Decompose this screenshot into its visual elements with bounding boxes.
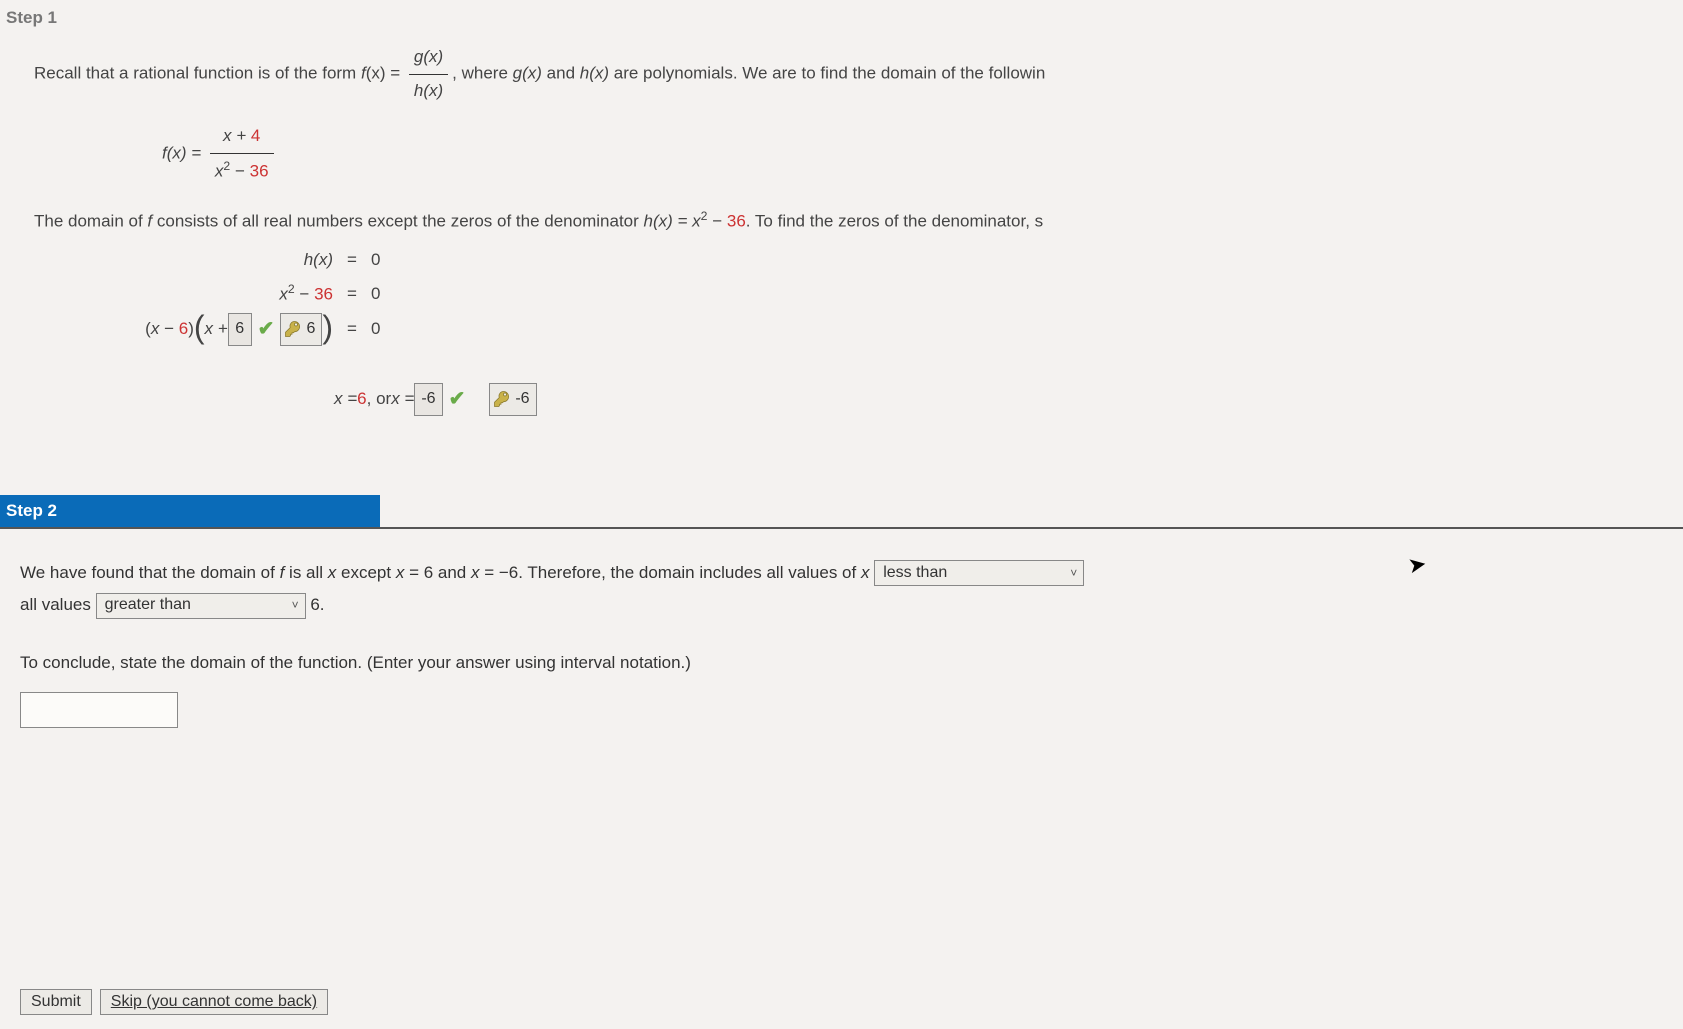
domain-hx: h(x) = x xyxy=(644,212,701,231)
domain-m36: − xyxy=(707,212,726,231)
fx-label: f(x) = xyxy=(162,144,206,163)
row2-eq: = xyxy=(339,279,365,310)
key-icon xyxy=(493,390,511,408)
fx-num: x + 4 xyxy=(210,121,274,154)
step2-rule xyxy=(0,527,1683,529)
frac-h: h(x) xyxy=(409,75,448,107)
solution-line: x = 6 , or x = -6 ✔ -6 xyxy=(334,381,1653,417)
frac-g: g(x) xyxy=(409,42,448,75)
key-answer-2-val: -6 xyxy=(515,385,529,414)
row3-r: 0 xyxy=(365,314,380,345)
row3-eq: = xyxy=(339,314,365,345)
step2-content: We have found that the domain of f is al… xyxy=(0,547,1683,759)
submit-button[interactable]: Submit xyxy=(20,989,92,1015)
l1-mid2: except xyxy=(336,563,396,582)
row2-l-exp: 2 xyxy=(288,282,295,296)
chevron-down-icon: ˅ xyxy=(1070,562,1077,585)
recall-gx: g(x) xyxy=(513,64,542,83)
domain-line: The domain of f consists of all real num… xyxy=(34,205,1653,237)
sol-or: , or xyxy=(367,384,392,415)
recall-and: and xyxy=(542,64,580,83)
interval-input[interactable] xyxy=(20,692,178,728)
domain-post: . To find the zeros of the denominator, … xyxy=(746,212,1043,231)
recall-post2: are polynomials. We are to find the doma… xyxy=(609,64,1045,83)
l1-eqm6: = −6. Therefore, the domain includes all… xyxy=(479,563,860,582)
fx-num-pre: x + xyxy=(223,126,251,145)
sol-pre: x = xyxy=(334,384,357,415)
row3-l: (x − 6) ( x + 6 ✔ 6 ) xyxy=(34,311,339,347)
answer-box-1[interactable]: 6 xyxy=(228,313,252,346)
sol-6: 6 xyxy=(357,384,366,415)
l1-mid1: is all xyxy=(284,563,327,582)
check-icon: ✔ xyxy=(449,381,466,417)
recall-frac: g(x) h(x) xyxy=(409,42,448,106)
domain-36: 36 xyxy=(727,212,746,231)
row2-r: 0 xyxy=(365,279,380,310)
recall-post1: , where xyxy=(452,64,512,83)
row1-eq: = xyxy=(339,245,365,276)
row2-l-pre: x xyxy=(279,285,288,304)
l1-pre: We have found that the domain of xyxy=(20,563,280,582)
check-icon: ✔ xyxy=(258,311,275,347)
select1-value: less than xyxy=(883,558,947,588)
row1-r: 0 xyxy=(365,245,380,276)
chevron-down-icon: ˅ xyxy=(292,594,299,617)
recall-hx: h(x) xyxy=(580,64,609,83)
select-less-than[interactable]: less than ˅ xyxy=(874,560,1084,586)
row2-l-36: 36 xyxy=(314,285,333,304)
fx-den-val: 36 xyxy=(250,161,269,180)
answer-box-2[interactable]: -6 xyxy=(414,383,442,416)
button-row: Submit Skip (you cannot come back) xyxy=(20,989,328,1015)
key-answer-2[interactable]: -6 xyxy=(489,383,536,416)
skip-button[interactable]: Skip (you cannot come back) xyxy=(100,989,328,1015)
step1-label: Step 1 xyxy=(0,0,1683,42)
step2-line2: all values greater than ˅ 6. xyxy=(20,589,1663,621)
fx-equation: f(x) = x + 4 x2 − 36 xyxy=(162,121,1653,187)
recall-pre: Recall that a rational function is of th… xyxy=(34,64,361,83)
step2-label: Step 2 xyxy=(0,495,380,527)
fx-den: x2 − 36 xyxy=(210,154,274,187)
row2-l: x2 − 36 xyxy=(34,278,339,310)
worked-block: h(x) = 0 x2 − 36 = 0 (x − 6) ( x + 6 ✔ 6 xyxy=(34,243,1653,347)
key-answer-1[interactable]: 6 xyxy=(280,313,322,346)
l2-pre: all values xyxy=(20,595,96,614)
l1-x4: x xyxy=(861,563,870,582)
key-icon xyxy=(284,320,302,338)
fx-frac: x + 4 x2 − 36 xyxy=(210,121,274,187)
l1-eq6: = 6 and xyxy=(404,563,471,582)
select2-value: greater than xyxy=(105,590,191,620)
select-greater-than[interactable]: greater than ˅ xyxy=(96,593,306,619)
domain-mid: consists of all real numbers except the … xyxy=(152,212,643,231)
row2-l-m: − xyxy=(295,285,314,304)
worked-row2: x2 − 36 = 0 xyxy=(34,277,1653,311)
sol-xeq: x = xyxy=(391,384,414,415)
fx-num-val: 4 xyxy=(251,126,260,145)
fx-den-mid: − xyxy=(230,161,249,180)
recall-x: (x) = xyxy=(366,64,405,83)
recall-line: Recall that a rational function is of th… xyxy=(34,42,1653,106)
worked-row1: h(x) = 0 xyxy=(34,243,1653,277)
l2-post: 6. xyxy=(310,595,324,614)
step1-content: Recall that a rational function is of th… xyxy=(0,42,1683,437)
worked-row3: (x − 6) ( x + 6 ✔ 6 ) = 0 xyxy=(34,311,1653,347)
conclude-line: To conclude, state the domain of the fun… xyxy=(20,647,1663,679)
domain-pre: The domain of xyxy=(34,212,147,231)
row1-l: h(x) xyxy=(34,245,339,276)
row3-l-pre: (x − 6) xyxy=(145,314,194,345)
row3-xplus: x + xyxy=(205,314,228,345)
key-answer-1-val: 6 xyxy=(306,315,315,344)
